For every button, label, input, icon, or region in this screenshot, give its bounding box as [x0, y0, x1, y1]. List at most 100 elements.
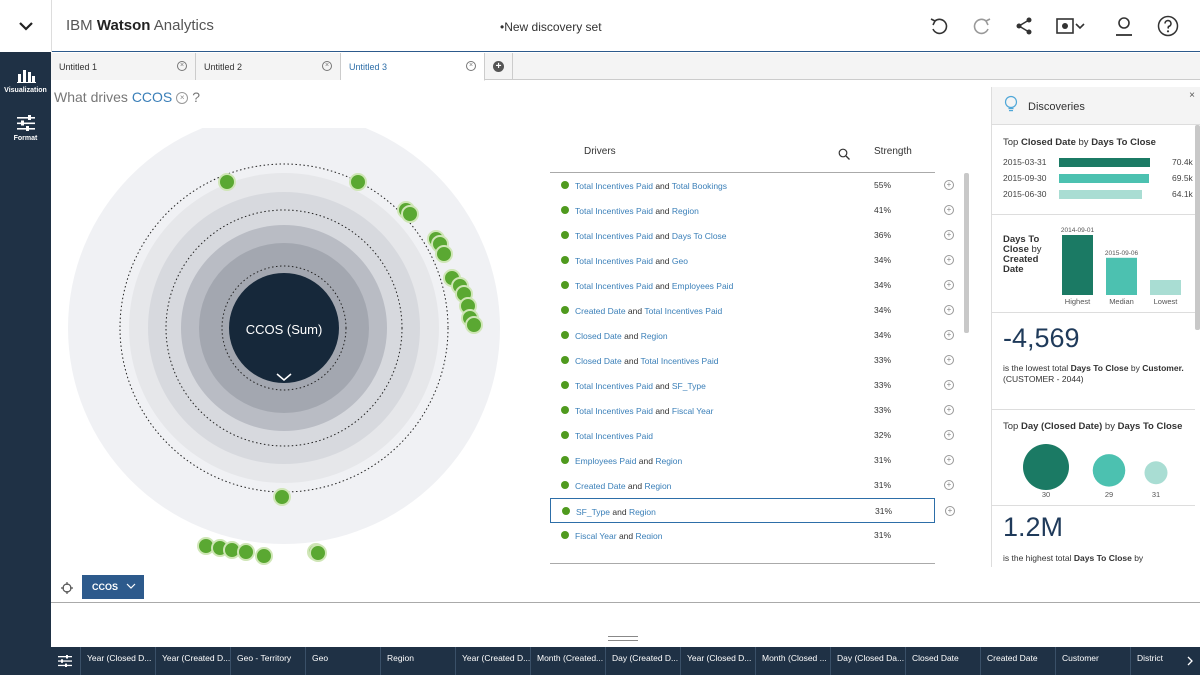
data-column[interactable]: Region	[380, 647, 455, 675]
driver-node[interactable]	[435, 245, 453, 263]
driver-label[interactable]: Total Incentives Paid	[575, 431, 653, 441]
data-column[interactable]: Customer	[1055, 647, 1130, 675]
question-target[interactable]: CCOS	[131, 89, 173, 105]
driver-node[interactable]	[309, 544, 327, 562]
driver-node[interactable]	[237, 543, 255, 561]
driver-node[interactable]	[401, 205, 419, 223]
add-driver-icon[interactable]: +	[944, 355, 954, 365]
user-profile-button[interactable]	[1110, 12, 1138, 40]
data-column[interactable]: Geo	[305, 647, 380, 675]
target-chip[interactable]: CCOS	[82, 575, 144, 599]
snapshot-menu-button[interactable]	[1052, 12, 1088, 40]
add-driver-icon[interactable]: +	[944, 230, 954, 240]
driver-label[interactable]: Total Incentives Paid and Region	[575, 206, 699, 216]
data-column[interactable]: Year (Closed D...	[80, 647, 155, 675]
search-icon[interactable]	[838, 148, 850, 160]
target-icon[interactable]	[61, 582, 73, 594]
close-tab-icon[interactable]: ×	[322, 61, 332, 71]
spiral-visualization[interactable]: CCOS (Sum)	[60, 128, 520, 568]
tab-untitled-1[interactable]: Untitled 1 ×	[51, 53, 196, 80]
driver-label[interactable]: Total Incentives Paid and Total Bookings	[575, 181, 728, 191]
close-tab-icon[interactable]: ×	[177, 61, 187, 71]
share-button[interactable]	[1010, 12, 1038, 40]
driver-row[interactable]: Total Incentives Paid and Employees Paid…	[550, 273, 954, 298]
driver-row[interactable]: Total Incentives Paid and Total Bookings…	[550, 173, 954, 198]
rail-item-visualization[interactable]: Visualization	[0, 66, 51, 94]
add-driver-icon[interactable]: +	[944, 430, 954, 440]
add-driver-icon[interactable]: +	[944, 305, 954, 315]
add-tab-button[interactable]: +	[485, 53, 513, 80]
driver-label[interactable]: Fiscal Year and Region	[575, 531, 663, 539]
add-driver-icon[interactable]: +	[944, 405, 954, 415]
data-column[interactable]: Day (Closed Da...	[830, 647, 905, 675]
driver-row[interactable]: Total Incentives Paid and Days To Close 3…	[550, 223, 954, 248]
driver-row[interactable]: Total Incentives Paid and Geo 34% +	[550, 248, 954, 273]
driver-row[interactable]: Created Date and Total Incentives Paid 34…	[550, 298, 954, 323]
data-column[interactable]: Year (Created D...	[455, 647, 530, 675]
driver-label[interactable]: Closed Date and Region	[575, 331, 668, 341]
add-driver-icon[interactable]: +	[944, 480, 954, 490]
menu-toggle-button[interactable]	[0, 0, 52, 52]
data-column[interactable]: Month (Closed ...	[755, 647, 830, 675]
driver-label[interactable]: Employees Paid and Region	[575, 456, 683, 466]
driver-label[interactable]: Total Incentives Paid and SF_Type	[575, 381, 706, 391]
data-column[interactable]: Geo - Territory	[230, 647, 305, 675]
add-driver-icon[interactable]: +	[944, 380, 954, 390]
driver-label[interactable]: Created Date and Total Incentives Paid	[575, 306, 723, 316]
help-button[interactable]	[1154, 12, 1182, 40]
driver-row[interactable]: Total Incentives Paid 32% +	[550, 423, 954, 448]
undo-button[interactable]	[925, 12, 953, 40]
add-driver-icon[interactable]: +	[944, 455, 954, 465]
rail-item-format[interactable]: Format	[0, 114, 51, 142]
driver-row[interactable]: Closed Date and Total Incentives Paid 33%…	[550, 348, 954, 373]
data-column[interactable]: Month (Created...	[530, 647, 605, 675]
close-discoveries-icon[interactable]: ×	[1189, 90, 1195, 101]
add-driver-icon[interactable]: +	[944, 330, 954, 340]
driver-label[interactable]: Total Incentives Paid and Fiscal Year	[575, 406, 714, 416]
drivers-scrollbar[interactable]	[964, 173, 969, 333]
drivers-column-header[interactable]: Drivers	[584, 146, 616, 157]
center-node[interactable]	[229, 273, 339, 383]
driver-node[interactable]	[349, 173, 367, 191]
data-column[interactable]: Year (Closed D...	[680, 647, 755, 675]
add-driver-icon[interactable]: +	[944, 180, 954, 190]
driver-label[interactable]: Total Incentives Paid and Days To Close	[575, 231, 727, 241]
discoveries-scrollbar[interactable]	[1195, 125, 1200, 330]
driver-label[interactable]: Total Incentives Paid and Geo	[575, 256, 688, 266]
driver-label[interactable]: Total Incentives Paid and Employees Paid	[575, 281, 734, 291]
resize-handle[interactable]	[608, 636, 638, 641]
discovery-card-days-by-created[interactable]: Days To Close by Created Date Highest 201…	[992, 215, 1195, 313]
driver-row[interactable]: Closed Date and Region 34% +	[550, 323, 954, 348]
tab-untitled-2[interactable]: Untitled 2 ×	[196, 53, 341, 80]
data-column[interactable]: Created Date	[980, 647, 1055, 675]
driver-row[interactable]: Employees Paid and Region 31% +	[550, 448, 954, 473]
data-column[interactable]: Year (Created D...	[155, 647, 230, 675]
discovery-card-top-closed-date[interactable]: Top Closed Date by Days To Close 2015-03…	[992, 125, 1195, 215]
driver-label[interactable]: SF_Type and Region	[576, 507, 656, 517]
driver-row[interactable]: SF_Type and Region 31% +	[550, 498, 955, 523]
add-driver-icon[interactable]: +	[945, 506, 955, 516]
chevron-right-icon[interactable]	[1186, 656, 1194, 666]
data-column[interactable]: District	[1130, 647, 1200, 675]
driver-label[interactable]: Created Date and Region	[575, 481, 672, 491]
sliders-icon[interactable]	[58, 655, 72, 667]
driver-dots[interactable]	[197, 173, 483, 565]
driver-node[interactable]	[218, 173, 236, 191]
driver-node[interactable]	[255, 547, 273, 565]
discovery-card-top-day[interactable]: Top Day (Closed Date) by Days To Close 3…	[992, 410, 1195, 506]
discovery-card-highest[interactable]: 1.2M is the highest total Days To Close …	[992, 506, 1195, 567]
close-tab-icon[interactable]: ×	[466, 61, 476, 71]
redo-button[interactable]	[968, 12, 996, 40]
driver-node[interactable]	[465, 316, 483, 334]
data-column[interactable]: Closed Date	[905, 647, 980, 675]
chevron-down-icon[interactable]	[276, 373, 292, 381]
driver-node[interactable]	[273, 488, 291, 506]
add-driver-icon[interactable]: +	[944, 255, 954, 265]
clear-target-icon[interactable]: ×	[176, 92, 189, 105]
driver-row[interactable]: Total Incentives Paid and Region 41% +	[550, 198, 954, 223]
driver-row[interactable]: Created Date and Region 31% +	[550, 473, 954, 498]
tab-untitled-3[interactable]: Untitled 3 ×	[341, 53, 485, 81]
add-driver-icon[interactable]: +	[944, 205, 954, 215]
driver-label[interactable]: Closed Date and Total Incentives Paid	[575, 356, 719, 366]
